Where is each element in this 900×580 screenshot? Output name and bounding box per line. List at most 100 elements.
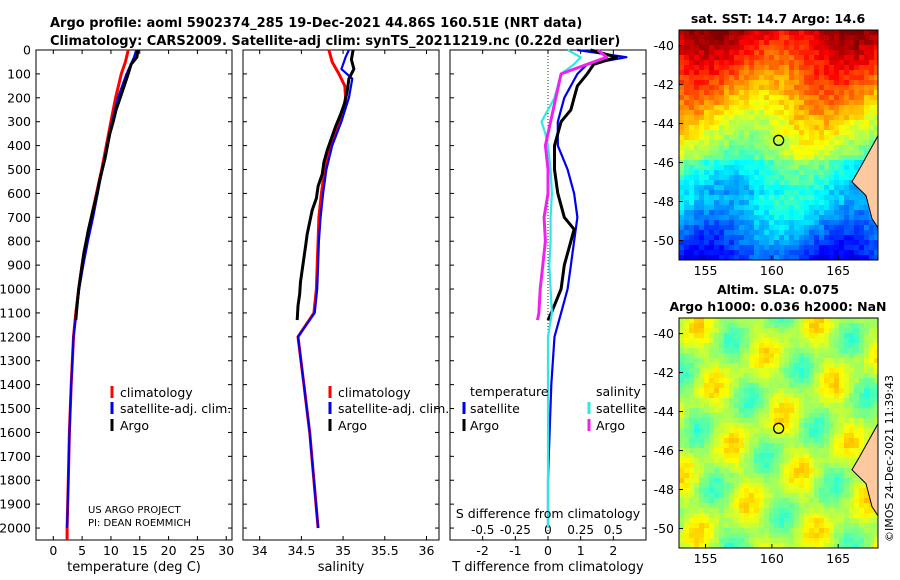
map-cell [709,463,715,469]
map-cell [694,483,700,489]
map-cell [709,418,715,424]
map-cell [724,140,730,146]
map-cell [739,180,745,186]
map-cell [734,185,740,191]
map-cell [844,250,850,256]
map-cell [754,498,760,504]
map-cell [864,35,870,41]
map-cell [754,150,760,156]
map-cell [734,473,740,479]
map-cell [694,473,700,479]
map-cell [864,508,870,514]
map-cell [789,165,795,171]
map-cell [779,55,785,61]
map-cell [869,378,875,384]
map-cell [819,508,825,514]
map-cell [734,363,740,369]
map-cell [814,120,820,126]
map-cell [784,528,790,534]
map-cell [864,125,870,131]
map-cell [794,155,800,161]
map-cell [689,323,695,329]
map-cell [834,368,840,374]
map-cell [824,363,830,369]
map-cell [719,423,725,429]
map-cell [729,493,735,499]
map-cell [754,85,760,91]
map-cell [864,408,870,414]
map-cell [744,230,750,236]
map-cell [809,110,815,116]
map-cell [799,120,805,126]
map-cell [854,458,860,464]
map-cell [784,225,790,231]
map-cell [764,353,770,359]
map-cell [789,160,795,166]
map-cell [859,135,865,141]
map-cell [719,493,725,499]
map-cell [684,170,690,176]
map-cell [859,373,865,379]
depth-tick-label: 100 [7,66,31,81]
map-cell [799,448,805,454]
map-cell [839,100,845,106]
map-cell [714,225,720,231]
map-cell [734,508,740,514]
map-cell [694,528,700,534]
map-cell [739,318,745,324]
map-cell [709,538,715,544]
map-cell [809,403,815,409]
map-cell [854,230,860,236]
map-cell [859,488,865,494]
map-cell [699,493,705,499]
map-cell [684,65,690,71]
map-cell [684,130,690,136]
map-cell [854,403,860,409]
map-cell [854,543,860,548]
map-cell [809,413,815,419]
map-cell [709,448,715,454]
map-cell [759,145,765,151]
map-cell [709,35,715,41]
depth-tick-label: 600 [7,186,31,201]
map-cell [734,518,740,524]
map-cell [724,453,730,459]
salinity-depth-ticks [243,49,439,529]
map-cell [824,115,830,121]
map-cell [689,75,695,81]
map-cell [779,40,785,46]
map-cell [684,200,690,206]
map-cell [814,393,820,399]
map-cell [839,378,845,384]
map-cell [744,155,750,161]
map-cell [844,463,850,469]
map-cell [744,328,750,334]
map-cell [739,488,745,494]
map-cell [799,368,805,374]
map-cell [774,483,780,489]
map-cell [714,115,720,121]
map-cell [784,503,790,509]
map-cell [739,255,745,260]
map-cell [679,120,685,126]
map-cell [859,50,865,56]
map-cell [744,225,750,231]
map-cell [684,105,690,111]
map-cell [799,45,805,51]
map-cell [814,513,820,519]
map-cell [769,85,775,91]
map-cell [809,328,815,334]
map-cell [854,343,860,349]
map-cell [704,130,710,136]
map-cell [839,190,845,196]
map-cell [794,170,800,176]
map-cell [869,70,875,76]
map-cell [779,230,785,236]
map-cell [864,135,870,141]
map-cell [759,75,765,81]
map-cell [824,428,830,434]
map-cell [774,498,780,504]
map-cell [764,115,770,121]
map-cell [824,105,830,111]
map-lat-label: -44 [654,116,674,131]
